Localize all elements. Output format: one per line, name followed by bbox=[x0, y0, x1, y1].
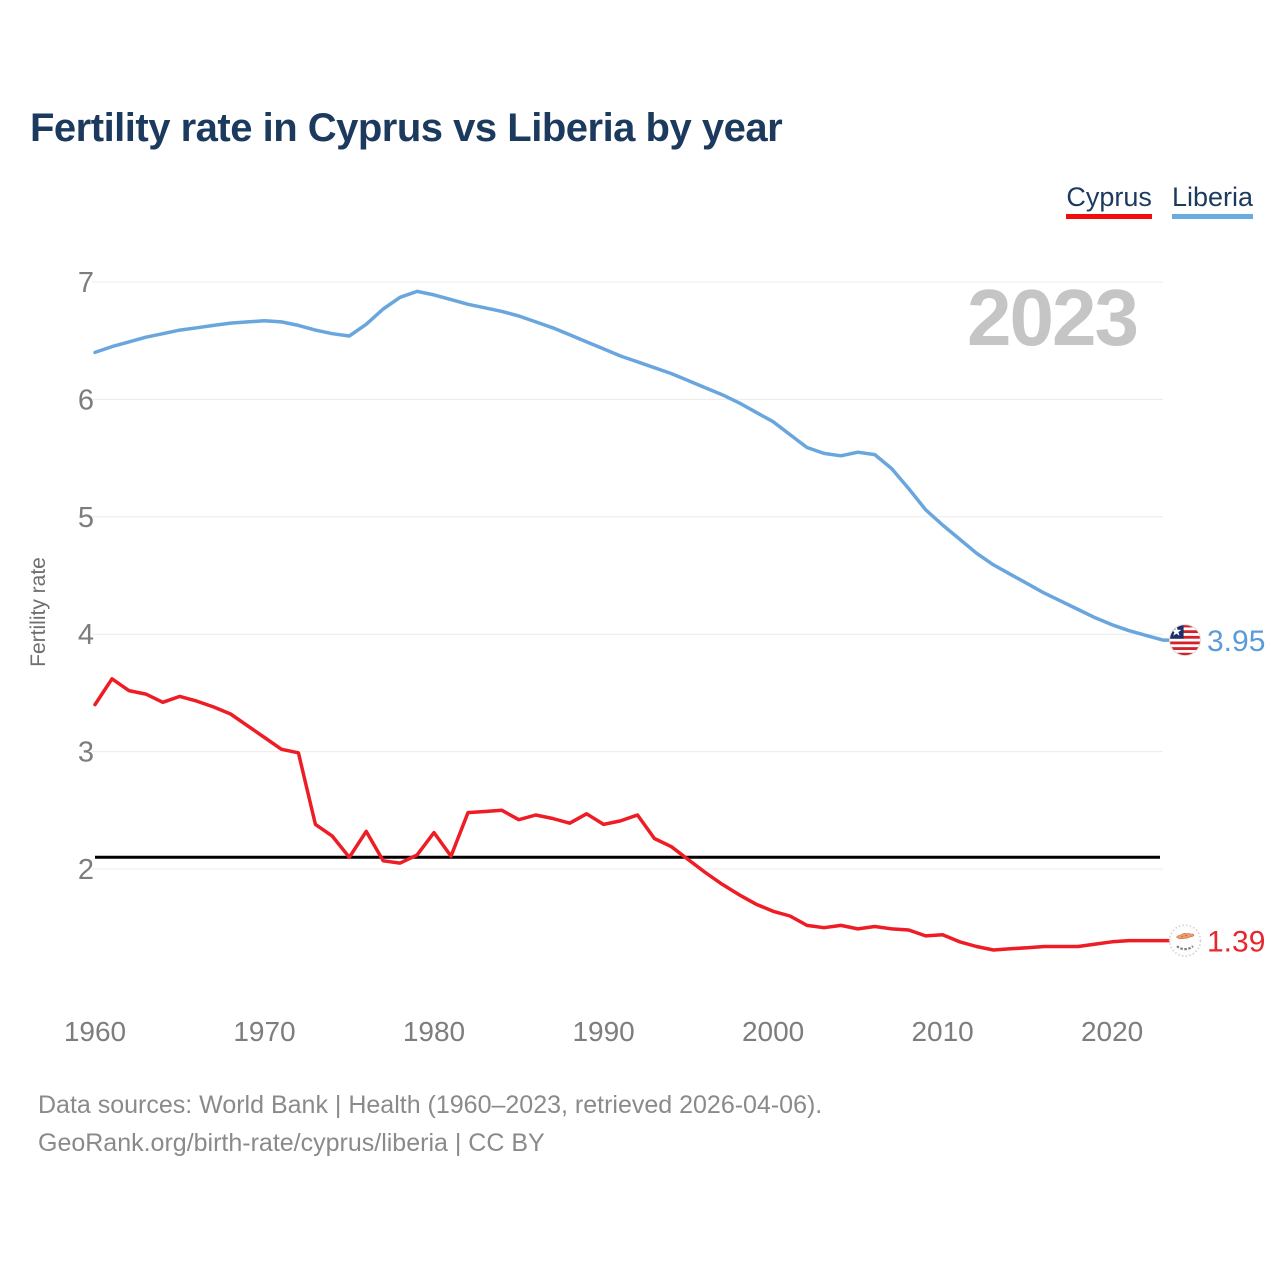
liberia-line[interactable] bbox=[93, 289, 1174, 642]
x-axis-tick-labels: 1960 1970 1980 1990 2000 2010 2020 bbox=[64, 1016, 1143, 1047]
legend: Cyprus Liberia bbox=[1066, 183, 1253, 219]
legend-label-liberia: Liberia bbox=[1171, 182, 1253, 212]
svg-text:1960: 1960 bbox=[64, 1016, 126, 1047]
svg-text:5: 5 bbox=[78, 502, 94, 534]
cyprus-flag-icon bbox=[1168, 924, 1202, 957]
svg-text:7: 7 bbox=[78, 267, 94, 299]
legend-swatch-cyprus bbox=[1066, 214, 1152, 219]
source-footer: Data sources: World Bank | Health (1960–… bbox=[38, 1086, 822, 1162]
svg-text:4: 4 bbox=[78, 619, 94, 651]
cyprus-line[interactable] bbox=[93, 677, 1174, 952]
svg-text:1990: 1990 bbox=[572, 1016, 634, 1047]
liberia-flag-icon bbox=[1169, 624, 1201, 657]
liberia-end-value: 3.95 bbox=[1207, 625, 1265, 658]
page-title: Fertility rate in Cyprus vs Liberia by y… bbox=[30, 106, 783, 150]
legend-item-liberia[interactable]: Liberia bbox=[1171, 182, 1253, 219]
cyprus-end-value: 1.39 bbox=[1207, 926, 1265, 959]
gridlines bbox=[92, 281, 1163, 870]
legend-swatch-liberia bbox=[1171, 214, 1253, 219]
year-watermark: 2023 bbox=[967, 273, 1137, 362]
footer-line-2: GeoRank.org/birth-rate/cyprus/liberia | … bbox=[38, 1129, 545, 1157]
legend-item-cyprus[interactable]: Cyprus bbox=[1066, 183, 1152, 219]
legend-label-cyprus: Cyprus bbox=[1066, 182, 1152, 212]
svg-text:2000: 2000 bbox=[742, 1016, 804, 1047]
svg-text:1970: 1970 bbox=[233, 1016, 295, 1047]
svg-text:2010: 2010 bbox=[911, 1016, 973, 1047]
y-axis-tick-labels: 7 6 5 4 3 2 bbox=[78, 267, 94, 886]
svg-text:3: 3 bbox=[78, 737, 94, 769]
svg-text:2: 2 bbox=[78, 854, 94, 886]
svg-text:6: 6 bbox=[78, 384, 94, 416]
svg-text:1980: 1980 bbox=[403, 1016, 465, 1047]
footer-line-1: Data sources: World Bank | Health (1960–… bbox=[38, 1091, 823, 1119]
y-axis-title: Fertility rate bbox=[27, 557, 50, 667]
svg-text:2020: 2020 bbox=[1081, 1016, 1143, 1047]
